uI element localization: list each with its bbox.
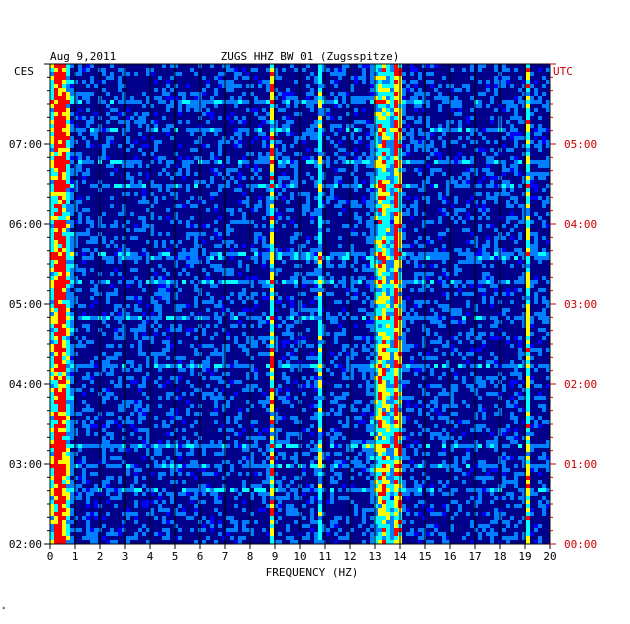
x-axis-title: FREQUENCY (HZ): [266, 566, 359, 579]
x-tick-label: 1: [72, 550, 79, 563]
x-tick-label: 13: [368, 550, 381, 563]
left-time-label: 04:00: [9, 378, 42, 391]
axes: 0 1 2 3 4 5 6 7 8 9 10 11 12 13 14 15 16 17 18 19 2007:0006:…: [9, 63, 597, 563]
x-tick-label: 14: [393, 550, 407, 563]
footer-mark: *: [2, 606, 6, 613]
x-tick-label: 15: [418, 550, 431, 563]
right-time-label: 01:00: [564, 458, 597, 471]
right-time-label: 02:00: [564, 378, 597, 391]
x-tick-label: 19: [518, 550, 531, 563]
x-tick-label: 7: [222, 550, 229, 563]
x-tick-label: 3: [122, 550, 129, 563]
date-label: Aug 9,2011: [50, 50, 116, 63]
chart-title: ZUGS HHZ BW 01 (Zugsspitze): [221, 50, 400, 63]
left-axis-label: CES: [14, 65, 34, 78]
x-tick-label: 4: [147, 550, 154, 563]
x-tick-label: 9: [272, 550, 279, 563]
x-tick-label: 8: [247, 550, 254, 563]
x-tick-label: 16: [443, 550, 456, 563]
x-tick-label: 6: [197, 550, 204, 563]
right-time-label: 03:00: [564, 298, 597, 311]
x-tick-label: 0: [47, 550, 54, 563]
left-time-label: 05:00: [9, 298, 42, 311]
right-time-label: 05:00: [564, 138, 597, 151]
right-time-label: 00:00: [564, 538, 597, 551]
left-time-label: 07:00: [9, 138, 42, 151]
right-time-label: 04:00: [564, 218, 597, 231]
x-tick-label: 11: [318, 550, 331, 563]
x-tick-label: 20: [543, 550, 556, 563]
x-tick-label: 10: [293, 550, 306, 563]
x-tick-label: 17: [468, 550, 481, 563]
x-tick-label: 18: [493, 550, 506, 563]
x-tick-label: 2: [97, 550, 104, 563]
left-time-label: 02:00: [9, 538, 42, 551]
x-tick-label: 5: [172, 550, 179, 563]
x-tick-label: 12: [343, 550, 356, 563]
right-axis-label: UTC: [553, 65, 573, 78]
left-time-label: 06:00: [9, 218, 42, 231]
left-time-label: 03:00: [9, 458, 42, 471]
